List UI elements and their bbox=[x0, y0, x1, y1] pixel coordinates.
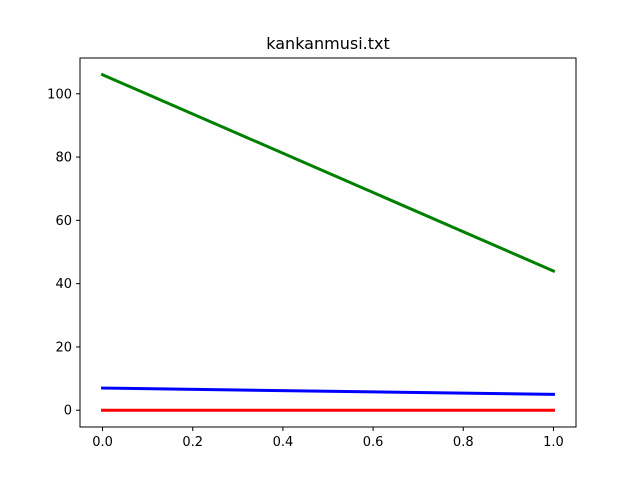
plot-area bbox=[79, 57, 577, 428]
y-tick-label: 100 bbox=[47, 87, 72, 102]
x-tick-label: 0.2 bbox=[182, 435, 203, 450]
y-tick-label: 60 bbox=[55, 214, 72, 229]
x-axis: 0.0 0.2 0.4 0.6 0.8 1.0 bbox=[92, 427, 564, 450]
y-tick-label: 80 bbox=[55, 151, 72, 166]
y-tick-label: 40 bbox=[55, 277, 72, 292]
y-axis: 0 20 40 60 80 100 bbox=[47, 87, 80, 419]
x-tick-label: 1.0 bbox=[543, 435, 564, 450]
y-tick-label: 20 bbox=[55, 340, 72, 355]
x-tick-label: 0.8 bbox=[453, 435, 474, 450]
x-tick-label: 0.0 bbox=[92, 435, 113, 450]
x-tick-label: 0.4 bbox=[273, 435, 294, 450]
series-line-1 bbox=[100, 72, 556, 273]
x-tick-label: 0.6 bbox=[363, 435, 384, 450]
plot-frame bbox=[79, 57, 577, 428]
plot-background bbox=[80, 58, 576, 427]
chart-title: kankanmusi.txt bbox=[266, 34, 389, 53]
series-layer bbox=[100, 72, 556, 412]
series-line-2 bbox=[101, 386, 555, 396]
y-tick-label: 0 bbox=[64, 404, 72, 419]
